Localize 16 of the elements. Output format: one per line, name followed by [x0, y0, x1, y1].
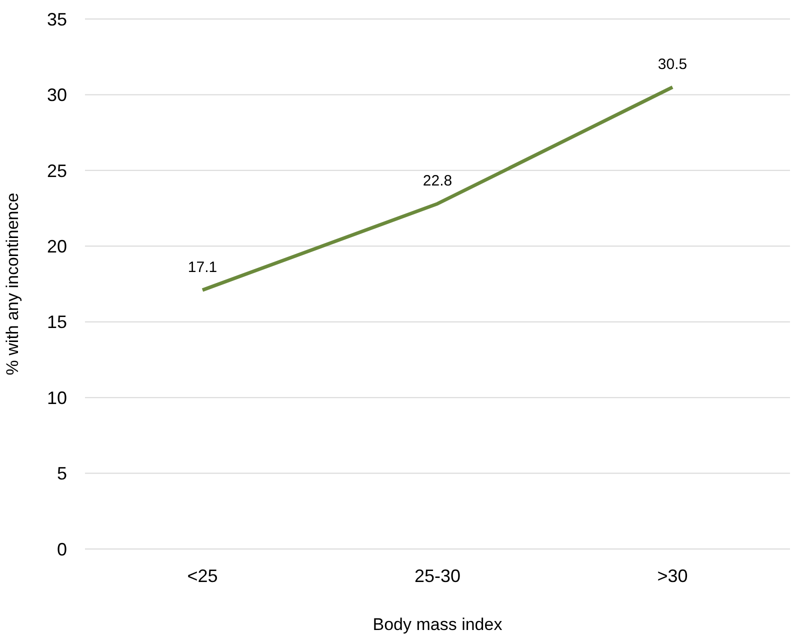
data-label: 17.1 [188, 259, 218, 276]
y-tick-label: 15 [46, 312, 67, 332]
x-tick-label: <25 [187, 566, 218, 586]
y-tick-label: 0 [56, 539, 67, 560]
y-tick-label: 35 [46, 9, 67, 30]
y-axis-title: % with any incontinence [3, 192, 22, 376]
y-tick-label: 20 [46, 236, 67, 257]
data-label: 22.8 [422, 172, 452, 190]
y-tick-label: 25 [46, 160, 67, 181]
data-label: 30.5 [658, 56, 688, 74]
x-axis-title: Body mass index [372, 615, 503, 634]
y-tick-label: 10 [46, 388, 67, 408]
x-tick-label: >30 [657, 566, 688, 586]
y-tick-label: 5 [56, 464, 67, 484]
y-tick-label: 30 [46, 85, 67, 106]
x-tick-label: 25-30 [414, 566, 461, 586]
